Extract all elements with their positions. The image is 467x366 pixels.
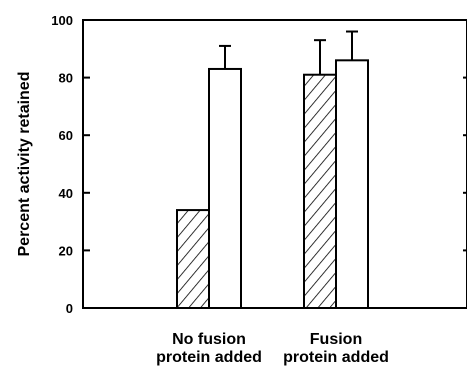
plot-area	[82, 19, 467, 309]
category-label: protein added	[156, 349, 262, 366]
hatched-bar	[176, 209, 210, 309]
open-bar	[335, 59, 369, 309]
y-axis: 0 20 40 60 80 100	[51, 13, 467, 316]
category-label: Fusion	[310, 331, 362, 348]
y-tick-label: 100	[51, 13, 73, 28]
plot-frame	[82, 19, 467, 309]
category-label: No fusion	[172, 331, 246, 348]
y-tick-label: 80	[59, 71, 73, 86]
open-bar	[208, 67, 242, 309]
category-label: protein added	[283, 349, 389, 366]
y-tick-label: 0	[66, 301, 73, 316]
y-tick-label: 40	[59, 186, 73, 201]
error-bars	[219, 30, 358, 75]
y-tick-label: 60	[59, 128, 73, 143]
y-axis-title: Percent activity retained	[16, 72, 33, 257]
y-tick-label: 20	[59, 243, 73, 258]
hatched-bar	[303, 73, 337, 309]
bars	[176, 59, 369, 309]
